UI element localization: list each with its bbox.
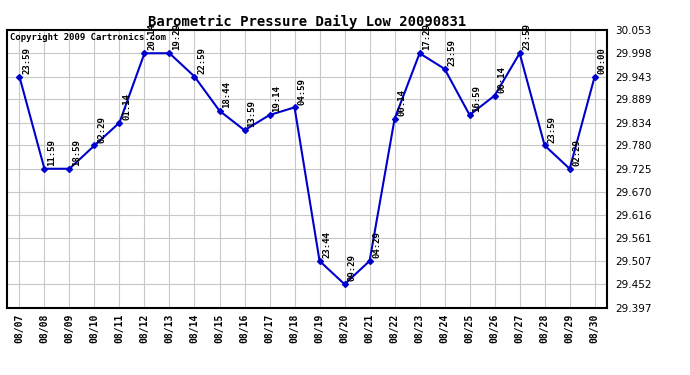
Text: 00:14: 00:14 (397, 89, 406, 116)
Text: 19:29: 19:29 (172, 24, 181, 51)
Text: 04:59: 04:59 (297, 78, 306, 105)
Text: 18:44: 18:44 (222, 81, 231, 108)
Text: 19:14: 19:14 (273, 86, 282, 112)
Text: 13:59: 13:59 (247, 100, 256, 128)
Text: 00:00: 00:00 (598, 47, 607, 74)
Text: 23:59: 23:59 (447, 39, 456, 66)
Text: 20:14: 20:14 (147, 24, 156, 51)
Text: 23:59: 23:59 (547, 116, 556, 143)
Text: 17:29: 17:29 (422, 24, 431, 51)
Text: 00:14: 00:14 (497, 66, 506, 93)
Title: Barometric Pressure Daily Low 20090831: Barometric Pressure Daily Low 20090831 (148, 15, 466, 29)
Text: 23:44: 23:44 (322, 231, 331, 258)
Text: 23:59: 23:59 (522, 24, 531, 51)
Text: Copyright 2009 Cartronics.com: Copyright 2009 Cartronics.com (10, 33, 166, 42)
Text: 02:29: 02:29 (573, 139, 582, 166)
Text: 01:14: 01:14 (122, 93, 131, 120)
Text: 02:29: 02:29 (97, 116, 106, 143)
Text: 18:59: 18:59 (72, 139, 81, 166)
Text: 22:59: 22:59 (197, 47, 206, 74)
Text: 04:29: 04:29 (373, 231, 382, 258)
Text: 16:59: 16:59 (473, 86, 482, 112)
Text: 09:29: 09:29 (347, 255, 356, 282)
Text: 23:59: 23:59 (22, 47, 31, 74)
Text: 11:59: 11:59 (47, 139, 56, 166)
